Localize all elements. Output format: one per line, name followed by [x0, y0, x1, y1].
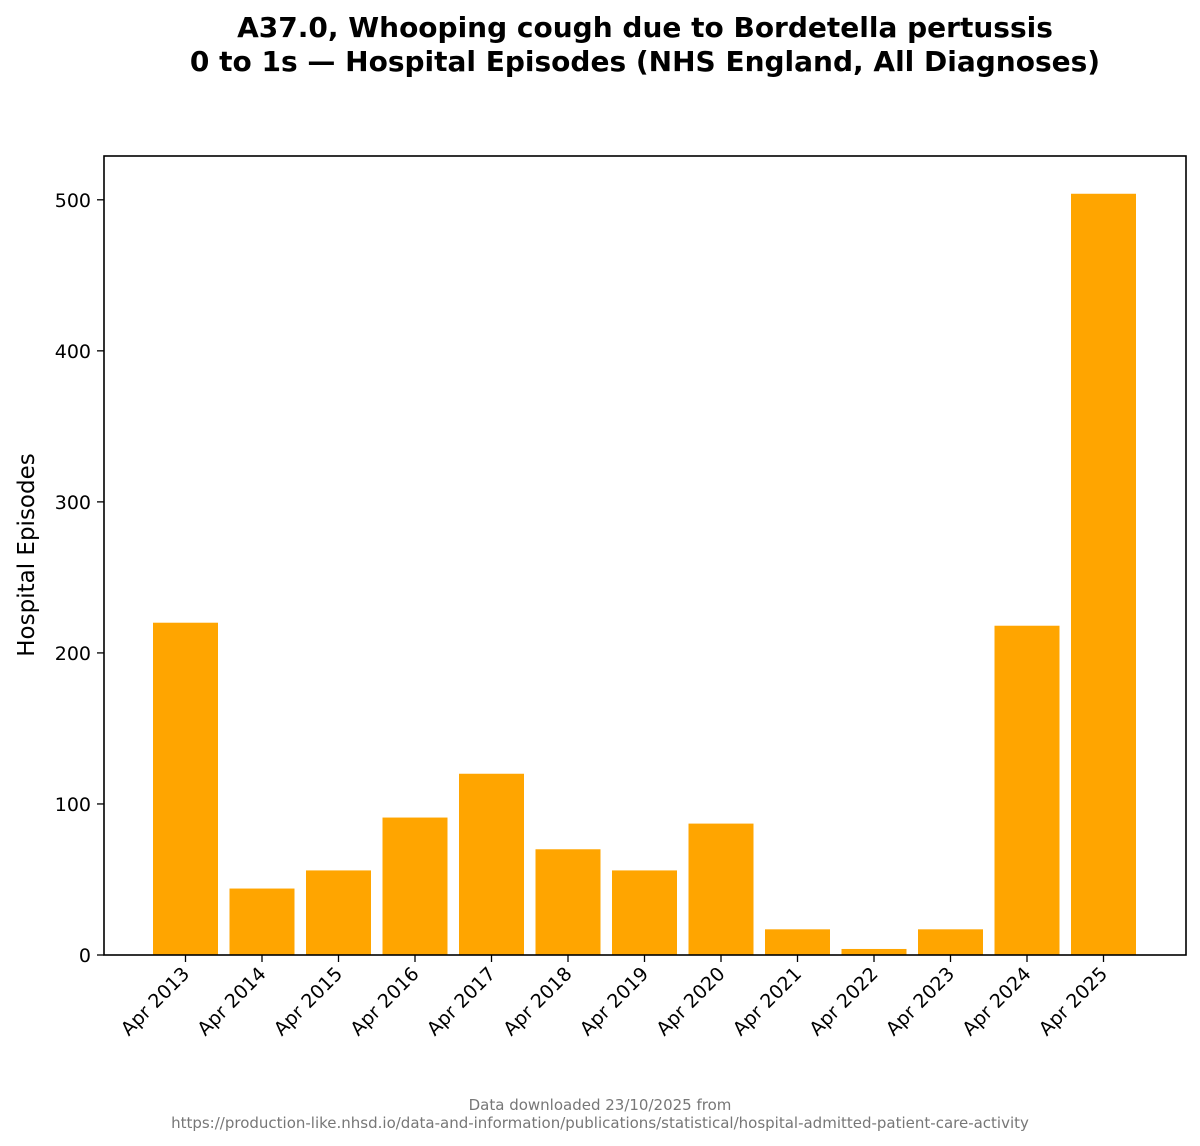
bar-apr-2013 — [153, 622, 218, 955]
x-tick-label: Apr 2019 — [576, 963, 653, 1040]
chart-title-line-2: 0 to 1s — Hospital Episodes (NHS England… — [190, 45, 1100, 78]
bar-apr-2017 — [459, 773, 524, 955]
y-tick-label: 0 — [79, 945, 91, 967]
x-tick-label: Apr 2018 — [499, 963, 576, 1040]
x-tick-label: Apr 2023 — [882, 963, 959, 1040]
footer-source-line-2: https://production-like.nhsd.io/data-and… — [171, 1114, 1029, 1132]
x-tick-label: Apr 2016 — [346, 963, 423, 1040]
x-tick-label: Apr 2017 — [423, 963, 500, 1040]
bar-apr-2024 — [994, 625, 1060, 955]
x-tick-label: Apr 2013 — [117, 963, 194, 1040]
x-tick-label: Apr 2022 — [805, 963, 882, 1040]
bar-apr-2014 — [229, 888, 295, 955]
bar-apr-2022 — [841, 948, 907, 955]
chart-title-line-1: A37.0, Whooping cough due to Bordetella … — [237, 11, 1053, 44]
bar-apr-2016 — [382, 817, 448, 955]
bars-group — [153, 193, 1136, 955]
x-tick-label: Apr 2015 — [270, 963, 347, 1040]
y-axis: 0 100 200 300 400 500 — [55, 190, 104, 967]
plot-area-frame — [103, 155, 1187, 956]
y-tick-label: 400 — [55, 341, 91, 363]
bar-apr-2021 — [765, 929, 830, 955]
x-axis: Apr 2013 Apr 2014 Apr 2015 Apr 2016 Apr 2017… — [117, 955, 1112, 1040]
bar-apr-2018 — [535, 849, 601, 955]
y-axis-label: Hospital Episodes — [14, 453, 40, 656]
y-tick-label: 500 — [55, 190, 91, 212]
y-tick-label: 100 — [55, 794, 91, 816]
x-tick-label: Apr 2020 — [652, 963, 729, 1040]
bar-apr-2023 — [918, 929, 983, 955]
y-tick-label: 200 — [55, 643, 91, 665]
x-tick-label: Apr 2014 — [193, 963, 270, 1040]
bar-apr-2020 — [688, 823, 754, 955]
bar-apr-2015 — [306, 870, 371, 955]
bar-apr-2025 — [1071, 193, 1136, 955]
x-tick-label: Apr 2024 — [958, 963, 1035, 1040]
bar-apr-2019 — [612, 870, 677, 955]
x-tick-label: Apr 2021 — [729, 963, 806, 1040]
footer-source-line-1: Data downloaded 23/10/2025 from — [469, 1096, 732, 1114]
x-tick-label: Apr 2025 — [1035, 963, 1112, 1040]
y-tick-label: 300 — [55, 492, 91, 514]
